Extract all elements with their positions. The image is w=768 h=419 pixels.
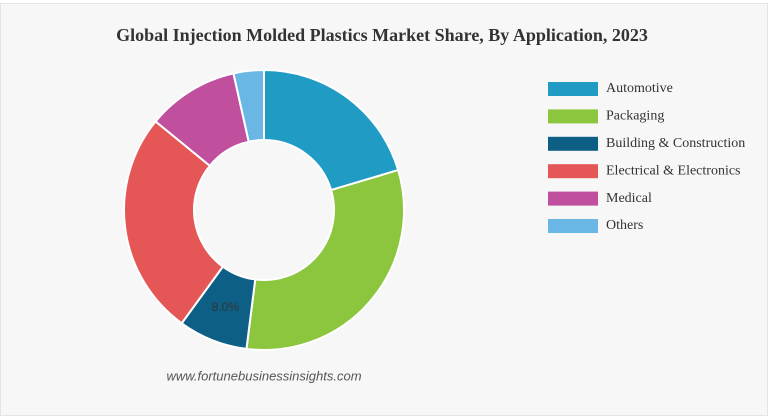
legend-label: Others: [606, 218, 643, 233]
legend-swatch: [548, 109, 598, 124]
legend-swatch: [548, 82, 598, 96]
legend-label: Building & Construction: [606, 136, 745, 151]
legend-label: Packaging: [606, 109, 664, 124]
legend-swatch: [548, 191, 598, 206]
donut-segment: [123, 120, 225, 325]
donut-segment: [263, 68, 400, 192]
value-label: 8.0%: [212, 300, 240, 314]
chart-title: Global Injection Molded Plastics Market …: [116, 25, 648, 45]
legend-swatch: [548, 136, 598, 151]
legend-label: Medical: [606, 191, 652, 206]
donut-segment: [245, 168, 405, 351]
legend-label: Electrical & Electronics: [606, 163, 741, 178]
legend-label: Automotive: [606, 81, 673, 96]
donut-segment: [232, 68, 265, 143]
source: www.fortunebusinessinsights.com: [166, 368, 361, 383]
legend-swatch: [548, 164, 598, 179]
legend-swatch: [548, 219, 598, 233]
